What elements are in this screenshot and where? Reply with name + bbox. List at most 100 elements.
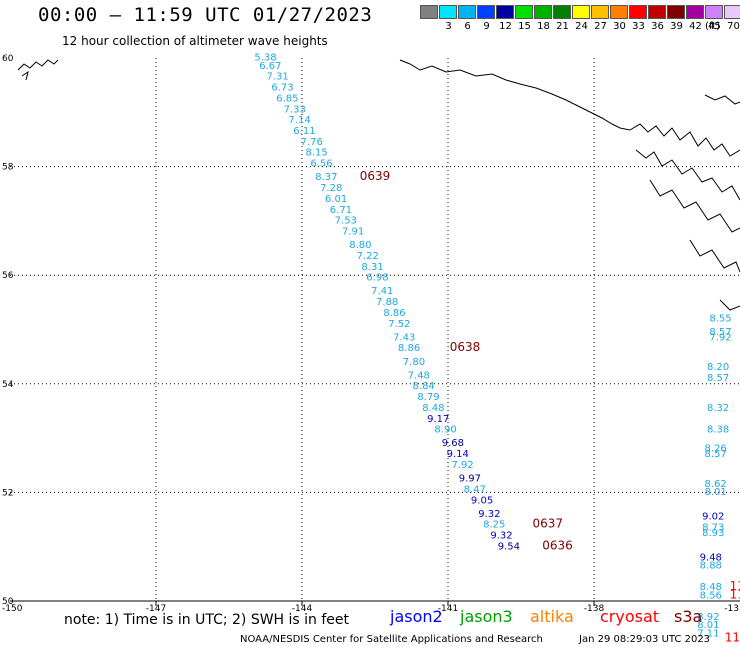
map-grid [10, 58, 740, 606]
legend-bin: 36 [648, 5, 667, 32]
lon-label: -144 [292, 604, 313, 614]
lat-label: 54 [2, 380, 14, 390]
lat-label: 58 [2, 163, 14, 173]
lat-label: 52 [2, 488, 13, 498]
legend-label: 12 [499, 21, 512, 32]
wave-height-value: 6.11 [293, 126, 315, 137]
wave-height-value: 8.15 [305, 148, 327, 159]
wave-height-value: 9.17 [427, 414, 449, 425]
legend-swatch [648, 5, 666, 19]
legend-label: 3 [445, 21, 452, 32]
lon-label: -13 [724, 604, 739, 614]
lon-label: -141 [438, 604, 458, 614]
wave-height-value: 6.67 [259, 61, 281, 72]
altimeter-track-1: 5.386.677.316.736.857.337.146.117.768.15… [254, 53, 572, 553]
legend-label: 39 [670, 21, 683, 32]
legend-swatch [515, 5, 533, 19]
wave-height-value: 8.20 [707, 362, 729, 373]
legend-label: 9 [483, 21, 490, 32]
legend-bin: 3 [439, 5, 458, 32]
legend-swatch [420, 5, 438, 19]
credit-line: NOAA/NESDIS Center for Satellite Applica… [240, 634, 543, 645]
wave-height-value: 8.57 [707, 373, 729, 384]
lon-label: -138 [584, 604, 605, 614]
legend-swatch [610, 5, 628, 19]
wave-height-value: 7.14 [288, 115, 310, 126]
wave-height-value: 8.79 [417, 392, 439, 403]
legend-label: 30 [613, 21, 626, 32]
legend-bin: 12 [496, 5, 515, 32]
wave-height-value: 9.02 [702, 512, 724, 523]
legend-label: 33 [632, 21, 645, 32]
wave-height-value: 8.48 [422, 403, 444, 414]
legend-swatch [534, 5, 552, 19]
legend-bin: 70 [724, 5, 740, 32]
wave-height-value: 8.92 [697, 612, 719, 623]
legend-bin: 15 [515, 5, 534, 32]
map-subtitle: 12 hour collection of altimeter wave hei… [62, 34, 328, 48]
wave-height-value: 9.32 [478, 509, 500, 520]
wave-height-value: 8.84 [413, 381, 435, 392]
legend-bin: 30 [610, 5, 629, 32]
legend-swatch [591, 5, 609, 19]
pass-time-label: 0636 [542, 538, 573, 552]
color-legend: 3 6 9 12 15 18 21 24 27 30 33 36 39 42 45 70 [420, 5, 740, 32]
legend-swatch [686, 5, 704, 19]
wave-height-value: 7.80 [403, 357, 425, 368]
wave-height-value: 8.57 [705, 449, 727, 460]
wave-height-value: 7.48 [408, 370, 430, 381]
satellite-altika: altika [530, 607, 574, 626]
wave-height-value: 8.48 [700, 582, 722, 593]
legend-swatch [629, 5, 647, 19]
lat-label: 50 [2, 597, 14, 607]
satellite-s3a: s3a [674, 607, 703, 626]
legend-swatch [458, 5, 476, 19]
wave-height-value: 7.92 [709, 332, 731, 343]
legend-bin: 6 [458, 5, 477, 32]
wave-height-value: 8.86 [398, 343, 420, 354]
wave-height-value: 9.48 [700, 552, 722, 563]
legend-label: 15 [518, 21, 531, 32]
legend-label: 21 [556, 21, 569, 32]
coastline-southeast-alaska [629, 94, 740, 311]
wave-height-value: 8.62 [705, 479, 727, 490]
wave-height-value: 8.73 [702, 522, 724, 533]
map-title: 00:00 – 11:59 UTC 01/27/2023 [38, 4, 373, 26]
legend-bin: 33 [629, 5, 648, 32]
legend-swatch [724, 5, 740, 19]
coastline-alaska-gulf [399, 59, 631, 131]
wave-height-value: 8.88 [700, 560, 722, 571]
wave-height-value: 9.68 [442, 438, 464, 449]
wave-height-value: 6.56 [310, 159, 332, 170]
wave-height-value: 7.28 [320, 183, 342, 194]
wave-height-value: 8.93 [702, 528, 724, 539]
legend-bin: 39 [667, 5, 686, 32]
wave-height-value: 8.57 [709, 327, 731, 338]
legend-swatch [477, 5, 495, 19]
wave-height-value: 6.01 [325, 194, 347, 205]
wave-height-value: 8.38 [707, 425, 729, 436]
wave-height-value: 7.76 [301, 137, 323, 148]
wave-height-value: 9.32 [490, 531, 512, 542]
legend-label: 42 [689, 21, 702, 32]
wave-height-value: 7.31 [267, 72, 289, 83]
wave-height-value: 8.86 [383, 308, 405, 319]
wave-height-value: 8.55 [709, 313, 731, 324]
pass-time-label: 1123 [730, 579, 740, 593]
legend-bin: 45 [705, 5, 724, 32]
legend-bin: 18 [534, 5, 553, 32]
legend-label: 24 [575, 21, 588, 32]
wave-height-value: 7.88 [376, 297, 398, 308]
wave-height-value: 9.97 [459, 474, 481, 485]
wave-height-value: 5.38 [254, 53, 276, 64]
legend-label: 27 [594, 21, 607, 32]
legend-bin [420, 5, 439, 32]
lat-label: 56 [2, 271, 14, 281]
altimeter-track-2: 8.558.577.928.208.578.328.388.268.578.62… [697, 313, 740, 644]
wave-height-value: 7.22 [357, 251, 379, 262]
legend-unit: (ft) [705, 21, 721, 32]
legend-swatch [667, 5, 685, 19]
wave-height-value: 8.56 [700, 590, 722, 601]
legend-bin: 21 [553, 5, 572, 32]
